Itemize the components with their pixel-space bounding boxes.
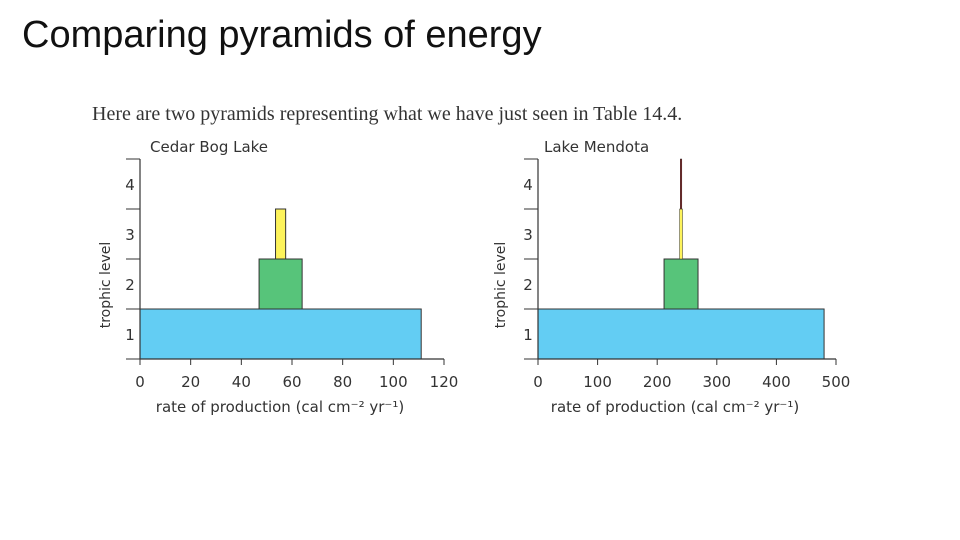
y-tick-label: 2 [523,276,533,294]
y-tick-label: 3 [523,226,533,244]
x-axis-label: rate of production (cal cm⁻² yr⁻¹) [551,398,799,416]
x-tick-label: 500 [822,373,851,391]
bar-level-2 [663,258,699,310]
chart-title: Lake Mendota [544,138,649,156]
bar-level-3 [275,208,287,260]
bar-level-1 [537,308,825,360]
bar-level-2 [258,258,303,310]
bar-level-4 [680,158,683,210]
x-tick-label: 80 [333,373,352,391]
y-tick-label: 1 [523,326,533,344]
y-tick-label: 4 [523,176,533,194]
x-tick-label: 0 [135,373,145,391]
x-tick-label: 200 [643,373,672,391]
x-tick-label: 100 [583,373,612,391]
x-tick-label: 20 [181,373,200,391]
x-tick-label: 100 [379,373,408,391]
bar-level-3 [679,208,683,260]
figure-caption: Here are two pyramids representing what … [92,103,683,125]
y-tick-label: 4 [125,176,135,194]
x-tick-label: 0 [533,373,543,391]
slide-title: Comparing pyramids of energy [22,14,542,56]
x-tick-label: 40 [232,373,251,391]
y-tick-label: 1 [125,326,135,344]
x-tick-label: 60 [282,373,301,391]
chart-title: Cedar Bog Lake [150,138,268,156]
x-tick-label: 400 [762,373,791,391]
y-tick-label: 3 [125,226,135,244]
x-tick-label: 120 [430,373,459,391]
y-axis-label: trophic level [98,242,114,329]
x-axis-label: rate of production (cal cm⁻² yr⁻¹) [156,398,404,416]
y-tick-label: 2 [125,276,135,294]
x-tick-label: 300 [702,373,731,391]
y-axis-label: trophic level [493,242,509,329]
